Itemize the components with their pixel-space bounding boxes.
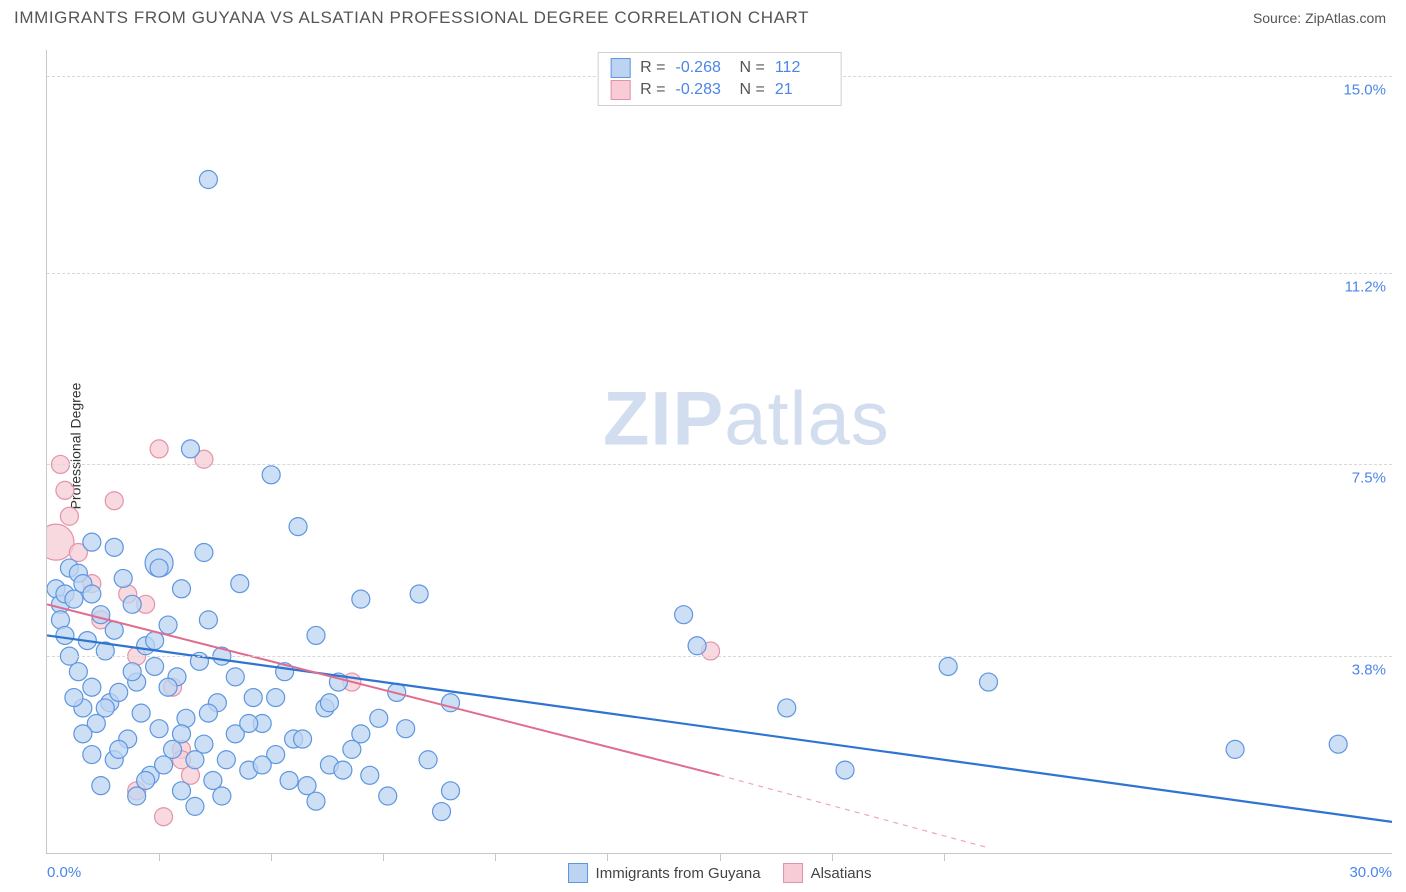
x-tick bbox=[944, 853, 945, 861]
x-tick bbox=[159, 853, 160, 861]
r-value-2: -0.283 bbox=[676, 81, 730, 99]
chart-source: Source: ZipAtlas.com bbox=[1253, 10, 1386, 26]
scatter-chart: ZIPatlas R = -0.268 N = 112 R = -0.283 N… bbox=[46, 50, 1392, 854]
legend-label-2: Alsatians bbox=[811, 865, 872, 882]
y-tick-label: 15.0% bbox=[1343, 81, 1386, 98]
x-tick bbox=[832, 853, 833, 861]
swatch-series-2 bbox=[610, 80, 630, 100]
correlation-legend: R = -0.268 N = 112 R = -0.283 N = 21 bbox=[597, 52, 842, 106]
x-tick-label: 0.0% bbox=[47, 864, 81, 881]
y-tick-label: 11.2% bbox=[1345, 278, 1386, 295]
watermark: ZIPatlas bbox=[603, 376, 890, 463]
x-tick bbox=[607, 853, 608, 861]
n-value-2: 21 bbox=[775, 81, 809, 99]
swatch-bottom-2 bbox=[783, 863, 803, 883]
chart-svg-layer bbox=[47, 50, 1392, 853]
r-label: R = bbox=[640, 81, 665, 99]
source-link[interactable]: ZipAtlas.com bbox=[1305, 10, 1386, 26]
y-tick-label: 3.8% bbox=[1352, 662, 1386, 679]
chart-title: IMMIGRANTS FROM GUYANA VS ALSATIAN PROFE… bbox=[14, 8, 809, 28]
n-label: N = bbox=[740, 81, 765, 99]
gridline bbox=[47, 656, 1392, 657]
x-tick bbox=[495, 853, 496, 861]
x-tick bbox=[720, 853, 721, 861]
chart-header: IMMIGRANTS FROM GUYANA VS ALSATIAN PROFE… bbox=[0, 0, 1406, 36]
x-tick bbox=[383, 853, 384, 861]
legend-item-2: Alsatians bbox=[783, 863, 872, 883]
series-legend: Immigrants from Guyana Alsatians bbox=[568, 863, 872, 883]
x-tick bbox=[271, 853, 272, 861]
x-tick-label: 30.0% bbox=[1349, 864, 1392, 881]
legend-row-series-2: R = -0.283 N = 21 bbox=[610, 79, 829, 101]
gridline bbox=[47, 464, 1392, 465]
r-label: R = bbox=[640, 59, 665, 77]
swatch-bottom-1 bbox=[568, 863, 588, 883]
n-label: N = bbox=[740, 59, 765, 77]
swatch-series-1 bbox=[610, 58, 630, 78]
source-label: Source: bbox=[1253, 10, 1301, 26]
r-value-1: -0.268 bbox=[676, 59, 730, 77]
legend-row-series-1: R = -0.268 N = 112 bbox=[610, 57, 829, 79]
legend-item-1: Immigrants from Guyana bbox=[568, 863, 761, 883]
legend-label-1: Immigrants from Guyana bbox=[596, 865, 761, 882]
n-value-1: 112 bbox=[775, 59, 829, 77]
y-tick-label: 7.5% bbox=[1352, 470, 1386, 487]
gridline bbox=[47, 273, 1392, 274]
